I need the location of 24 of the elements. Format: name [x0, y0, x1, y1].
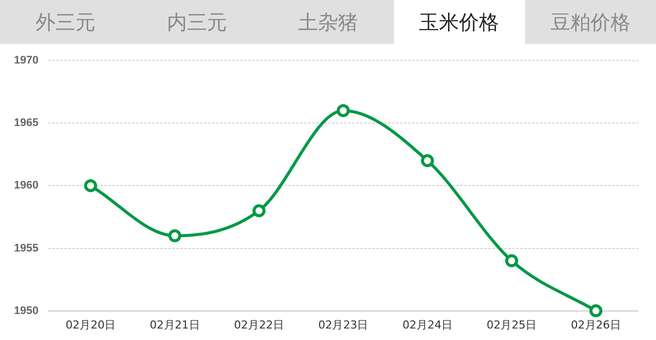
x-tick-label: 02月21日: [150, 318, 200, 332]
y-tick-label: 1965: [14, 117, 38, 130]
x-tick-label: 02月22日: [234, 318, 284, 332]
point: [252, 204, 266, 218]
point: [505, 254, 518, 268]
x-tick-label: 02月25日: [486, 318, 537, 332]
point: [420, 154, 434, 168]
point: [589, 304, 602, 318]
text: 内三元: [166, 9, 228, 36]
point: [84, 179, 98, 192]
text: 外三元: [34, 9, 97, 36]
y-tick-label: 1970: [14, 54, 38, 67]
x-tick-label: 02月23日: [318, 318, 368, 332]
point: [168, 229, 182, 242]
x-tick-label: 02月26日: [570, 318, 621, 332]
x-tick-label: 02月20日: [66, 318, 116, 332]
text: 豆粕价格: [549, 9, 632, 36]
x-tick-label: 02月24日: [402, 318, 452, 332]
y-tick-label: 1955: [14, 242, 38, 254]
y-tick-label: 1950: [14, 304, 38, 317]
point: [336, 104, 350, 118]
text: 土杂猪: [297, 9, 359, 36]
y-tick-label: 1960: [14, 180, 38, 192]
chart-title: 玉米价格: [394, 0, 525, 44]
